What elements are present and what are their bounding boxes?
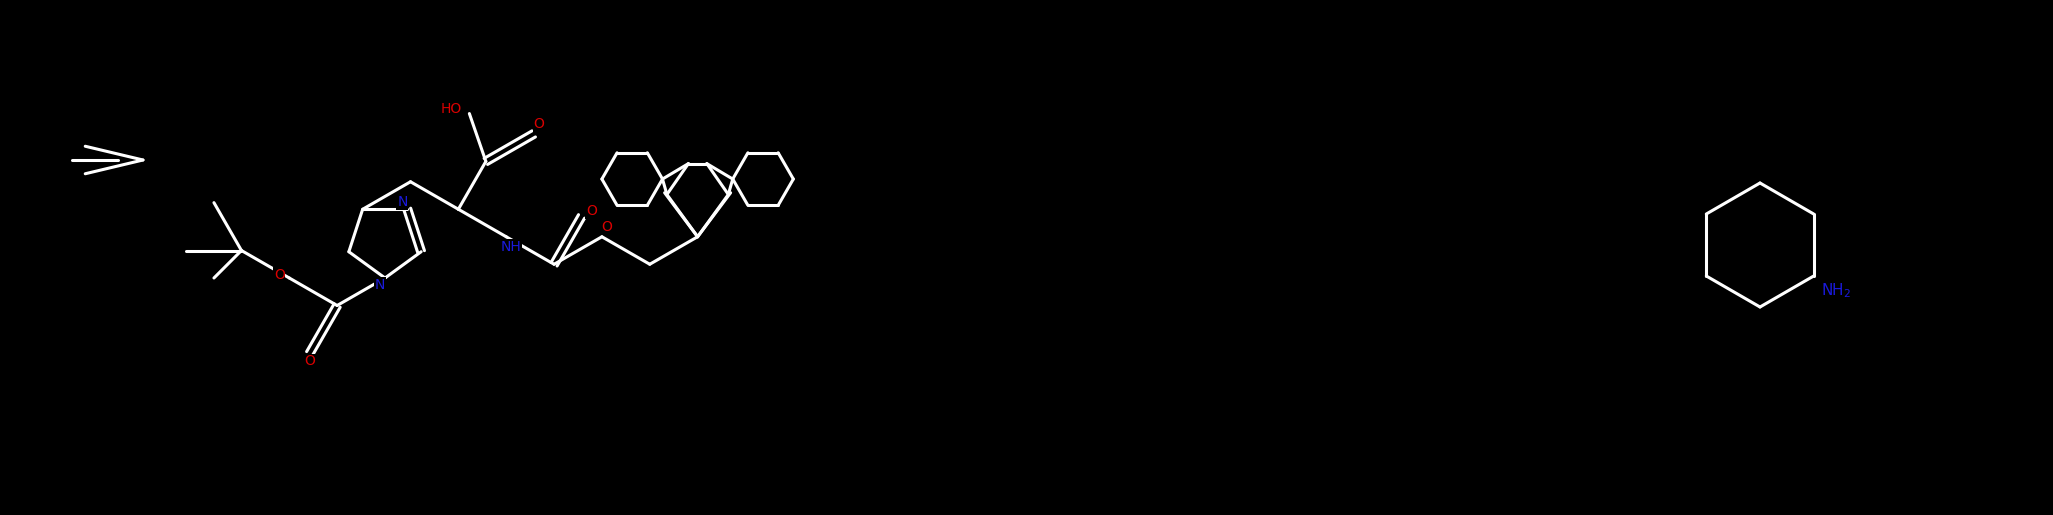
Text: O: O (304, 354, 314, 368)
Text: O: O (534, 117, 544, 131)
Text: HO: HO (441, 101, 462, 115)
Text: O: O (273, 268, 285, 282)
Text: O: O (585, 204, 597, 218)
Text: NH$_2$: NH$_2$ (1821, 282, 1852, 300)
Text: NH: NH (501, 240, 521, 254)
Text: N: N (396, 195, 409, 209)
Text: O: O (602, 220, 612, 234)
Text: N: N (376, 278, 386, 292)
